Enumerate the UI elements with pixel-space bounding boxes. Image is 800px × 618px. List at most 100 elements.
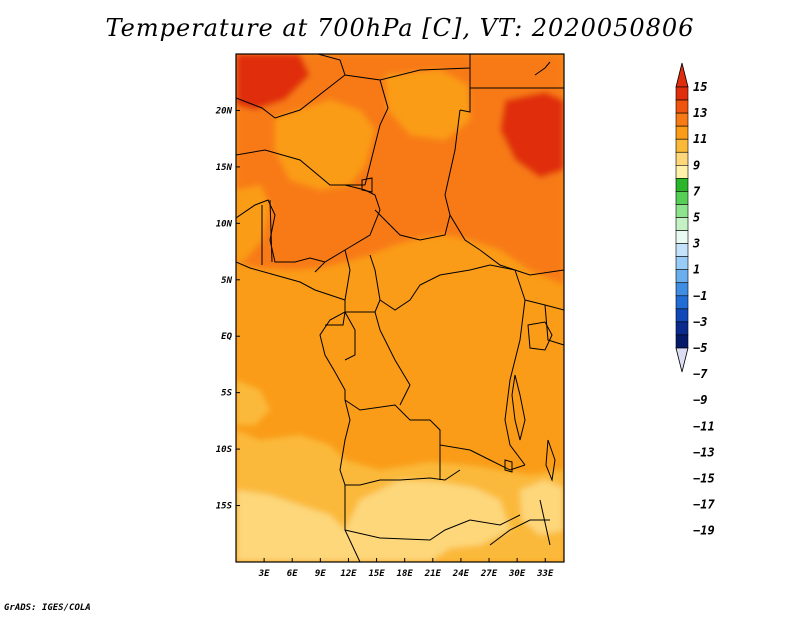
- colorbar-swatch: [675, 165, 689, 179]
- colorbar-label: −5: [693, 341, 707, 355]
- y-tick-label: 10S: [216, 445, 233, 455]
- colorbar-label: −15: [693, 472, 715, 486]
- x-tick-label: 15E: [368, 569, 385, 579]
- colorbar-swatch: [675, 191, 689, 205]
- field-patch-13-15-east: [500, 92, 564, 178]
- y-tick-label: 15S: [216, 502, 233, 512]
- grads-credit: GrADS: IGES/COLA: [4, 603, 91, 613]
- colorbar-swatch: [675, 308, 689, 323]
- colorbar-swatch: [675, 217, 689, 231]
- border-gabon: [325, 311, 356, 361]
- colorbar-label: 5: [693, 211, 700, 225]
- colorbar-label: 15: [693, 80, 707, 94]
- border-car: [369, 254, 491, 311]
- colorbar-swatch: [675, 282, 689, 297]
- field-patch-13-15-northwest: [236, 54, 310, 110]
- temperature-field: [236, 54, 564, 562]
- colorbar-label: 9: [693, 158, 700, 172]
- colorbar-swatch: [675, 138, 689, 153]
- red-sea-coast: [534, 61, 551, 76]
- border-west-africa: [236, 199, 326, 263]
- colorbar-label: −19: [693, 524, 715, 538]
- lake-malawi: [545, 439, 556, 482]
- colorbar-label: 1: [693, 263, 700, 277]
- border-niger-north: [344, 74, 389, 186]
- colorbar-swatch: [675, 230, 689, 244]
- y-tick-label: 5S: [221, 389, 232, 399]
- colorbar-swatch: [675, 125, 689, 140]
- colorbar-label: −11: [693, 419, 715, 433]
- border-south-sudan: [479, 249, 564, 276]
- lake-chad: [361, 177, 373, 193]
- border-algeria-mali: [236, 54, 346, 119]
- colorbar-bottom-triangle: [675, 347, 689, 373]
- y-tick-label: 15N: [216, 163, 233, 173]
- lake-mweru: [504, 459, 513, 473]
- colorbar-label: −1: [693, 289, 707, 303]
- country-borders: [236, 54, 564, 562]
- border-chad-car: [374, 209, 451, 241]
- colorbar-swatch: [675, 151, 689, 166]
- x-tick-label: 21E: [424, 569, 442, 579]
- border-congo: [374, 311, 411, 406]
- colorbar-swatch: [675, 269, 689, 284]
- colorbar-label: −9: [693, 393, 707, 407]
- colorbar-label: 13: [693, 106, 707, 120]
- border-zambia: [439, 445, 526, 480]
- map-title: Temperature at 700hPa [C], VT: 202005080…: [105, 14, 695, 42]
- lake-victoria: [527, 321, 553, 351]
- x-tick-label: 30E: [508, 569, 526, 579]
- field-patch-7-9-coastal: [236, 380, 270, 425]
- x-axis: 3E 6E 9E 12E 15E 18E 21E 24E 27E 30E 33E: [258, 558, 554, 579]
- border-drc-east: [489, 264, 526, 466]
- colorbar-swatch: [675, 321, 689, 336]
- y-axis: 20N 15N 10N 5N EQ 5S 10S 15S: [215, 106, 240, 512]
- colorbar-top-triangle: [675, 62, 689, 88]
- colorbar-label: −13: [693, 445, 715, 459]
- border-angola-north: [344, 399, 471, 451]
- colorbar-swatch: [675, 295, 689, 310]
- border-uganda: [524, 299, 564, 346]
- x-tick-label: 24E: [452, 569, 470, 579]
- colorbar-label: −3: [693, 315, 707, 329]
- map-frame: [235, 53, 565, 563]
- x-tick-label: 18E: [397, 569, 414, 579]
- colorbar-label: −17: [693, 498, 715, 512]
- x-tick-label: 27E: [480, 569, 498, 579]
- colorbar-swatch: [675, 256, 689, 270]
- border-chad-sudan: [459, 68, 471, 113]
- lake-tanganyika: [511, 374, 526, 441]
- colorbar-label: 7: [693, 184, 701, 198]
- colorbar-swatch: [675, 112, 689, 127]
- border-ghana: [261, 199, 273, 265]
- field-band-5-7-south: [236, 480, 510, 562]
- border-libya-chad: [379, 54, 471, 81]
- border-mali-niger: [236, 149, 365, 186]
- coastline-west: [236, 261, 361, 562]
- x-tick-label: 33E: [536, 569, 554, 579]
- x-tick-label: 12E: [340, 569, 357, 579]
- field-patch-9-11-chad: [385, 70, 470, 140]
- colorbar-swatch: [675, 334, 689, 349]
- x-tick-label: 6E: [287, 569, 298, 579]
- field-patch-9-11-coast: [236, 185, 270, 262]
- colorbar-label: 3: [692, 237, 700, 251]
- border-angola-south: [345, 469, 461, 486]
- x-tick-label: 9E: [315, 569, 326, 579]
- colorbar-swatch: [675, 243, 689, 257]
- y-tick-label: EQ: [221, 332, 232, 342]
- y-tick-label: 20N: [215, 106, 233, 116]
- border-chad-sudan-east: [444, 109, 481, 251]
- colorbar-swatch: [675, 99, 689, 114]
- border-zimbabwe: [489, 499, 551, 546]
- y-tick-label: 5N: [221, 276, 232, 286]
- y-tick-label: 10N: [216, 219, 233, 229]
- field-patch-9-11-sahara: [275, 100, 375, 190]
- colorbar-label: 11: [693, 132, 707, 146]
- colorbar-swatch: [675, 178, 689, 192]
- border-namibia: [344, 514, 521, 541]
- x-tick-label: 3E: [258, 569, 270, 579]
- colorbar-swatch: [675, 86, 689, 101]
- colorbar: 15 13 11 9 7 5 3 1 −1 −3 −5 −7 −9 −11 −13 −15 −17 −19: [675, 62, 715, 538]
